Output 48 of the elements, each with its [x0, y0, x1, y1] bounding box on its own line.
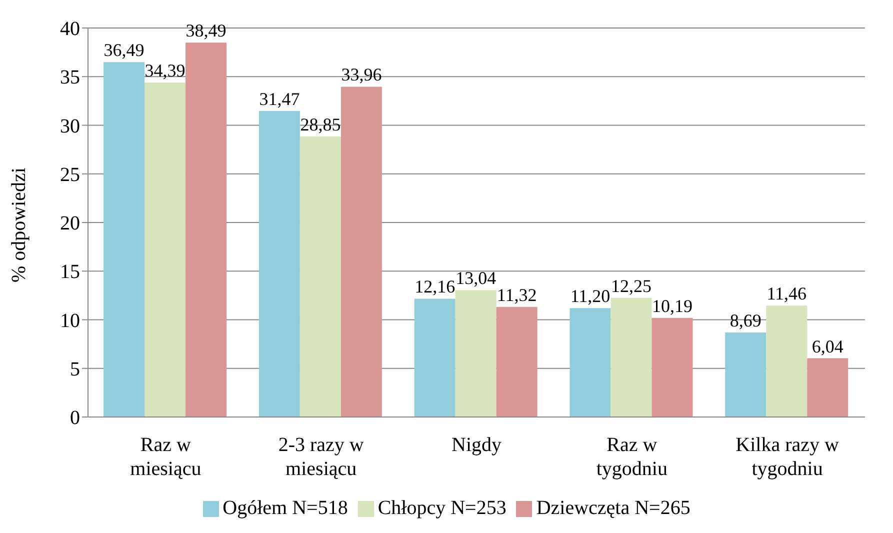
y-axis-title: % odpowiedzi [8, 167, 30, 282]
data-label: 13,04 [456, 268, 496, 288]
y-tick-label: 35 [60, 66, 80, 89]
data-label: 12,16 [414, 276, 456, 297]
legend-label: Ogółem N=518 [222, 497, 348, 519]
bar [144, 82, 186, 417]
data-label: 33,96 [341, 64, 382, 85]
data-label: 8,69 [730, 310, 762, 330]
data-label: 12,25 [610, 276, 652, 296]
bar [610, 298, 652, 417]
x-tick-label: Nigdy [452, 434, 502, 456]
y-tick-label: 20 [60, 212, 80, 235]
bar [258, 110, 300, 417]
y-tick-label: 10 [60, 310, 80, 332]
bar [300, 136, 341, 417]
data-label: 11,46 [766, 284, 807, 304]
data-label: 10,19 [652, 296, 692, 316]
bar [725, 332, 766, 417]
data-label: 11,32 [496, 284, 537, 305]
bar [414, 298, 456, 417]
bar [807, 358, 848, 417]
x-tick-label: 2-3 razy w miesiącu [278, 434, 364, 480]
data-label: 36,49 [104, 40, 144, 60]
x-tick-label: Kilka razy w tygodniu [736, 434, 840, 480]
bar [496, 306, 538, 417]
data-label: 28,85 [300, 114, 341, 134]
y-tick-label: 0 [70, 407, 80, 430]
data-label: 34,39 [144, 60, 186, 81]
y-tick-label: 15 [60, 261, 80, 284]
y-tick-label: 40 [60, 18, 80, 40]
y-tick-label: 30 [60, 115, 80, 138]
x-tick-label: Raz w miesiącu [130, 434, 202, 480]
bar [104, 62, 145, 417]
bar [766, 306, 808, 417]
legend-label: Dziewczęta N=265 [536, 497, 690, 519]
data-label: 38,49 [186, 20, 226, 41]
y-tick-label: 25 [60, 164, 80, 186]
x-tick-label: Raz w tygodniu [596, 434, 668, 480]
bar [652, 318, 693, 417]
bar [570, 308, 611, 417]
bar [186, 42, 227, 417]
data-label: 6,04 [812, 336, 844, 356]
y-tick-label: 5 [70, 358, 80, 380]
bar [455, 290, 496, 417]
bar [340, 86, 382, 417]
legend-label: Chłopcy N=253 [378, 497, 506, 519]
data-label: 31,47 [259, 88, 300, 109]
data-label: 11,20 [570, 286, 610, 306]
